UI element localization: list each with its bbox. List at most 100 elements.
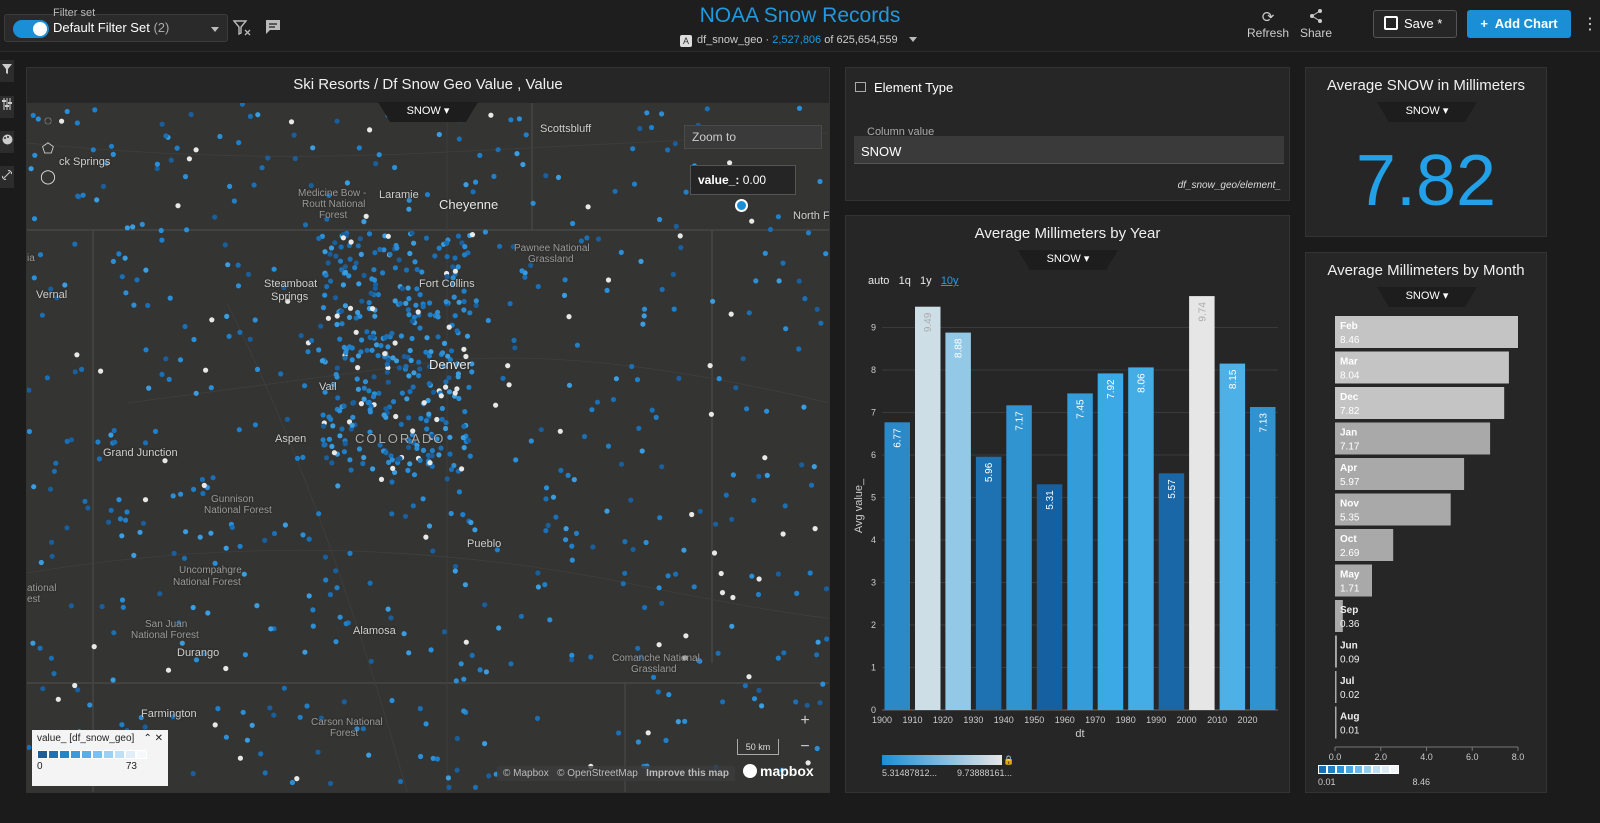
month-bar[interactable] (1335, 493, 1451, 526)
map-point (361, 454, 367, 461)
map-point (367, 127, 373, 133)
map-point (543, 485, 550, 491)
map-point (814, 745, 820, 752)
month-bar[interactable] (1335, 387, 1505, 419)
map-point (226, 333, 232, 339)
month-measure-select[interactable]: SNOW ▾ (1377, 287, 1477, 307)
map-legend[interactable]: value_ [df_snow_geo] ⌃ ✕ 0 73 (32, 730, 168, 786)
year-bar[interactable] (1006, 405, 1032, 710)
map-point (385, 357, 391, 363)
zoom-out-button[interactable]: − (800, 738, 810, 755)
map-point (407, 347, 413, 354)
map-point (485, 317, 491, 324)
map-point (138, 714, 144, 721)
y-tick-label: 4 (871, 535, 876, 545)
year-bar[interactable] (1128, 367, 1154, 710)
map-point (329, 443, 335, 449)
circle-select-icon[interactable]: ◌ (43, 112, 53, 128)
map-point (385, 606, 391, 612)
collapse-icon[interactable]: ⌃ ✕ (143, 733, 163, 744)
month-category-label: Feb (1340, 321, 1358, 332)
year-bar[interactable] (1189, 296, 1215, 710)
tab-auto[interactable]: auto (868, 275, 890, 287)
map-point (450, 281, 456, 287)
month-bar[interactable] (1335, 600, 1343, 632)
zoom-in-button[interactable]: + (800, 712, 810, 729)
sliders-icon[interactable] (0, 96, 14, 118)
map-point (55, 696, 61, 702)
month-bar[interactable] (1335, 422, 1491, 455)
map-point (429, 453, 435, 459)
year-bar[interactable] (1036, 484, 1063, 710)
map-point (247, 336, 253, 342)
year-bar[interactable] (975, 456, 1002, 710)
map-point (569, 557, 575, 563)
filter-set-select[interactable]: Filter set Default Filter Set (2) (4, 7, 228, 42)
palette-icon[interactable] (0, 131, 14, 153)
map-label: Medicine Bow - (298, 188, 367, 199)
clear-filter-icon[interactable] (232, 18, 252, 38)
year-bar[interactable] (1250, 407, 1276, 710)
year-bar[interactable] (1219, 363, 1246, 710)
map-point (410, 384, 416, 390)
map-point (528, 262, 534, 268)
map-point (368, 290, 374, 296)
link-icon[interactable] (0, 166, 14, 188)
month-bar[interactable] (1335, 671, 1337, 703)
map-point (604, 508, 610, 514)
attribution-mapbox[interactable]: © Mapbox (503, 768, 549, 779)
map-point (342, 264, 348, 270)
tab-1y[interactable]: 1y (920, 275, 932, 287)
map-point (637, 125, 643, 132)
filter-set-toggle[interactable] (13, 20, 49, 38)
column-value-input[interactable] (854, 136, 1284, 164)
comment-icon[interactable] (263, 18, 283, 38)
share-button[interactable]: Share (1300, 8, 1332, 40)
map-point (496, 625, 502, 631)
refresh-button[interactable]: ⟳ Refresh (1247, 8, 1289, 40)
month-bar[interactable] (1335, 351, 1509, 384)
month-bar[interactable] (1335, 635, 1337, 668)
save-button[interactable]: Save * (1373, 10, 1457, 38)
map-point (267, 705, 273, 711)
map-canvas[interactable]: ◌ ⬠ ◯ ck Springs Scottsbluff Medicine Bo… (27, 103, 829, 792)
map-point (417, 325, 423, 331)
year-bar[interactable] (1158, 473, 1185, 710)
month-bar[interactable] (1335, 706, 1337, 739)
year-bar[interactable] (945, 332, 971, 710)
map-measure-select[interactable]: SNOW ▾ (378, 102, 478, 122)
map-point (403, 363, 409, 370)
map-point (665, 147, 671, 153)
year-bar[interactable] (884, 422, 911, 710)
zoom-to-input[interactable]: Zoom to (684, 125, 822, 149)
tab-1q[interactable]: 1q (898, 275, 911, 287)
selected-point-marker[interactable] (735, 199, 748, 212)
map-point (342, 303, 348, 309)
tab-10y[interactable]: 10y (940, 275, 959, 287)
map-point (355, 309, 361, 316)
month-bar[interactable] (1335, 529, 1394, 561)
map-point (427, 300, 433, 306)
month-bar[interactable] (1335, 316, 1518, 348)
more-options-icon[interactable]: ⋮ (1582, 16, 1598, 33)
lock-icon[interactable]: 🔒 (1003, 755, 1015, 765)
add-chart-button[interactable]: + Add Chart (1467, 10, 1571, 38)
map-point (435, 334, 441, 340)
improve-map-link[interactable]: Improve this map (646, 768, 729, 779)
filter-panel-icon[interactable] (0, 60, 14, 82)
map-point (482, 741, 488, 747)
polygon-select-icon[interactable]: ⬠ (41, 140, 55, 156)
year-bar[interactable] (915, 306, 941, 710)
kpi-measure-select[interactable]: SNOW ▾ (1377, 102, 1477, 122)
map-point (467, 453, 473, 459)
year-bar[interactable] (1097, 373, 1124, 710)
month-bar[interactable] (1335, 564, 1372, 597)
lasso-select-icon[interactable]: ◯ (40, 168, 56, 184)
attribution-osm[interactable]: © OpenStreetMap (557, 768, 638, 779)
map-point (418, 753, 424, 760)
year-bar[interactable] (1067, 393, 1093, 710)
year-measure-select[interactable]: SNOW ▾ (1018, 250, 1118, 270)
month-bar[interactable] (1335, 458, 1465, 490)
map-point (454, 386, 460, 392)
